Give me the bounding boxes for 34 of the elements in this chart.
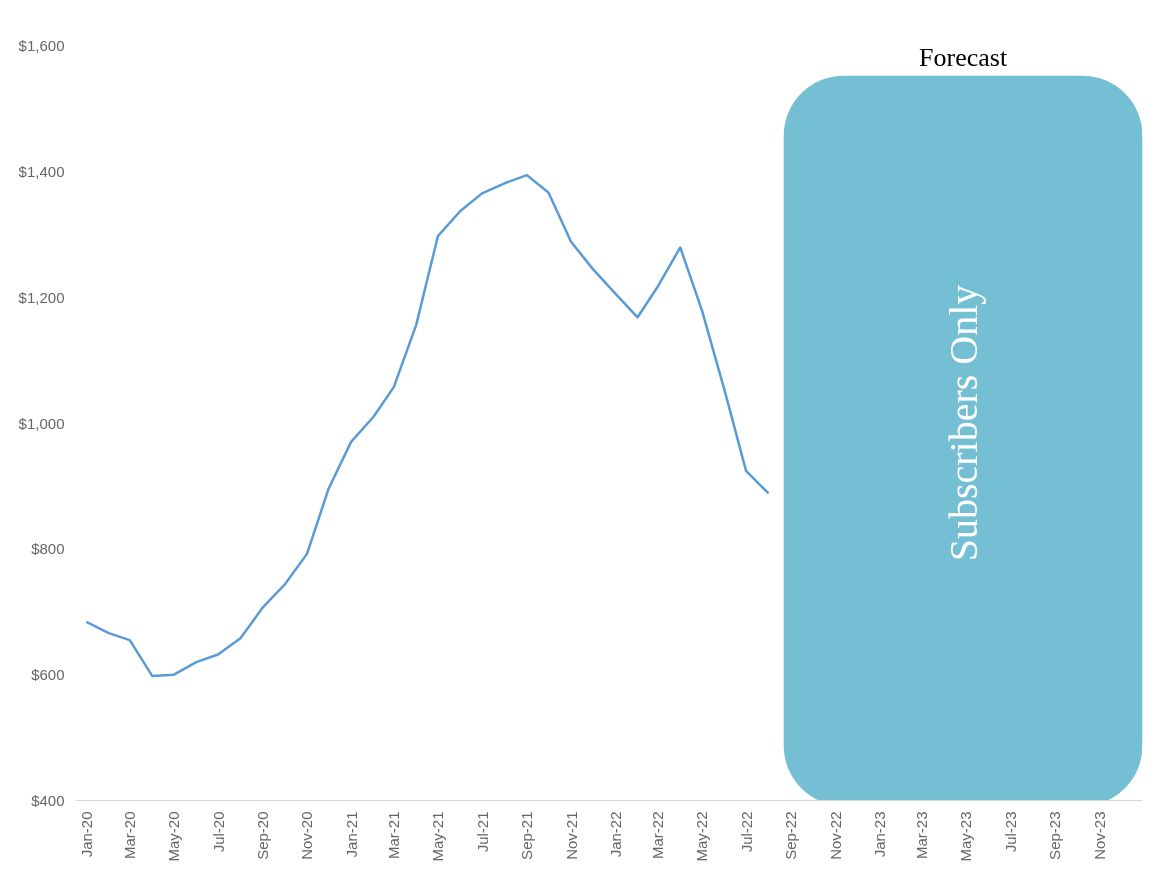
x-tick-label: Mar-20 [121, 811, 139, 860]
y-tick-label: $1,000 [18, 414, 65, 432]
x-tick-label: Nov-21 [562, 811, 580, 860]
x-tick-label: Nov-20 [298, 811, 316, 860]
x-tick-label: Sep-20 [254, 811, 272, 860]
x-tick-label: May-22 [693, 811, 711, 862]
x-tick-label: Jul-23 [1001, 811, 1019, 853]
annotation: Forecast [919, 42, 1008, 72]
x-tick-label: Jan-20 [77, 811, 95, 858]
x-tick-label: Jul-22 [737, 811, 755, 853]
x-tick-label: Mar-23 [913, 811, 931, 860]
x-tick-label: Jan-21 [342, 811, 360, 858]
line-series [85, 173, 770, 678]
y-tick-label: $1,200 [18, 288, 65, 306]
x-tick-label: Nov-23 [1090, 811, 1108, 860]
x-tick-label: Jul-20 [209, 811, 227, 853]
x-tick-label: Jul-21 [473, 811, 491, 853]
y-tick-label: $600 [31, 666, 65, 684]
x-tick-label: Jan-23 [870, 811, 888, 858]
y-tick-label: $400 [31, 792, 65, 809]
y-tick-label: $1,400 [18, 162, 65, 180]
x-tick-label: May-20 [165, 811, 183, 862]
x-tick-label: Sep-23 [1046, 811, 1064, 860]
x-tick-label: Jan-22 [606, 811, 624, 858]
band-label: Subscribers Only [940, 284, 986, 562]
x-tick-label: Mar-21 [385, 811, 403, 860]
y-tick-label: $1,600 [18, 37, 65, 54]
x-tick-label: May-23 [957, 811, 975, 862]
x-tick-label: Mar-22 [649, 811, 667, 860]
x-tick-label: Sep-22 [782, 811, 800, 860]
x-tick-label: Sep-21 [518, 811, 536, 860]
y-tick-label: $800 [31, 540, 65, 558]
x-tick-label: May-21 [429, 811, 447, 862]
x-tick-label: Nov-22 [826, 811, 844, 860]
